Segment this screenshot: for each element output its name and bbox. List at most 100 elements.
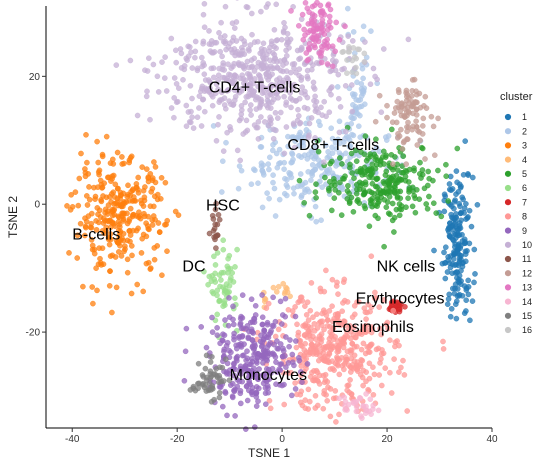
- point: [342, 23, 348, 30]
- point: [290, 185, 297, 191]
- point: [443, 161, 449, 168]
- point: [329, 135, 336, 142]
- point: [306, 41, 313, 47]
- point: [143, 166, 150, 172]
- point: [154, 243, 160, 249]
- point: [260, 40, 267, 47]
- point: [280, 280, 287, 287]
- point: [327, 386, 334, 392]
- point: [390, 298, 397, 305]
- point: [281, 401, 288, 408]
- point: [338, 212, 345, 218]
- point: [387, 369, 393, 376]
- point: [312, 392, 319, 399]
- point: [286, 343, 292, 350]
- point: [416, 171, 423, 177]
- point: [456, 181, 463, 188]
- point: [99, 184, 106, 191]
- point: [377, 360, 383, 366]
- legend-label: 4: [522, 155, 527, 165]
- point: [442, 244, 449, 250]
- point: [224, 339, 231, 346]
- point: [258, 8, 264, 15]
- point: [447, 313, 454, 320]
- point: [353, 403, 360, 410]
- point: [226, 295, 232, 301]
- point: [353, 363, 360, 369]
- point: [225, 266, 232, 272]
- point: [308, 115, 315, 121]
- point: [325, 185, 332, 192]
- point: [303, 50, 310, 56]
- point: [329, 276, 336, 283]
- point: [365, 155, 371, 162]
- point: [328, 343, 335, 350]
- point: [295, 22, 302, 29]
- point: [199, 96, 206, 103]
- point: [89, 246, 96, 253]
- point: [445, 198, 452, 204]
- legend-swatch: [504, 142, 512, 149]
- point: [311, 31, 318, 38]
- point: [375, 215, 381, 222]
- point: [318, 217, 324, 223]
- point: [84, 202, 91, 208]
- point: [225, 61, 231, 67]
- point: [353, 398, 360, 405]
- point: [285, 133, 291, 140]
- point: [424, 205, 431, 212]
- legend-label: 2: [522, 126, 527, 136]
- point: [276, 196, 283, 203]
- point: [400, 357, 406, 364]
- point: [321, 326, 327, 333]
- point: [242, 426, 249, 432]
- point: [211, 253, 217, 260]
- point: [321, 288, 328, 295]
- point: [416, 196, 423, 202]
- point: [412, 209, 419, 216]
- point: [307, 307, 314, 314]
- point: [469, 174, 476, 181]
- point: [235, 185, 242, 192]
- point: [316, 50, 323, 57]
- series-5: [296, 124, 461, 250]
- point: [462, 258, 469, 265]
- point: [129, 187, 136, 194]
- point: [465, 277, 472, 284]
- point: [326, 308, 333, 314]
- point: [318, 59, 325, 66]
- point: [366, 408, 373, 415]
- cluster-annotation: CD8+ T-cells: [287, 137, 379, 154]
- point: [375, 345, 382, 352]
- point: [305, 151, 312, 158]
- point: [242, 62, 248, 69]
- point: [95, 159, 101, 166]
- point: [349, 38, 356, 44]
- point: [220, 303, 226, 310]
- point: [318, 104, 324, 111]
- legend-swatch: [504, 128, 512, 135]
- point: [222, 3, 229, 10]
- point: [312, 44, 318, 51]
- point: [198, 123, 205, 129]
- point: [351, 352, 358, 359]
- point: [117, 201, 123, 207]
- point: [346, 190, 352, 197]
- point: [227, 127, 234, 133]
- point: [315, 148, 322, 155]
- point: [391, 229, 397, 235]
- cluster-annotation: Monocytes: [230, 367, 307, 384]
- point: [382, 134, 389, 140]
- point: [461, 210, 467, 216]
- point: [99, 151, 106, 158]
- point: [216, 114, 222, 120]
- point: [142, 67, 148, 73]
- point: [270, 126, 277, 133]
- point: [355, 97, 362, 104]
- point: [190, 125, 197, 131]
- point: [126, 157, 133, 163]
- point: [67, 206, 74, 213]
- point: [311, 13, 318, 19]
- point: [223, 139, 229, 146]
- point: [423, 105, 430, 111]
